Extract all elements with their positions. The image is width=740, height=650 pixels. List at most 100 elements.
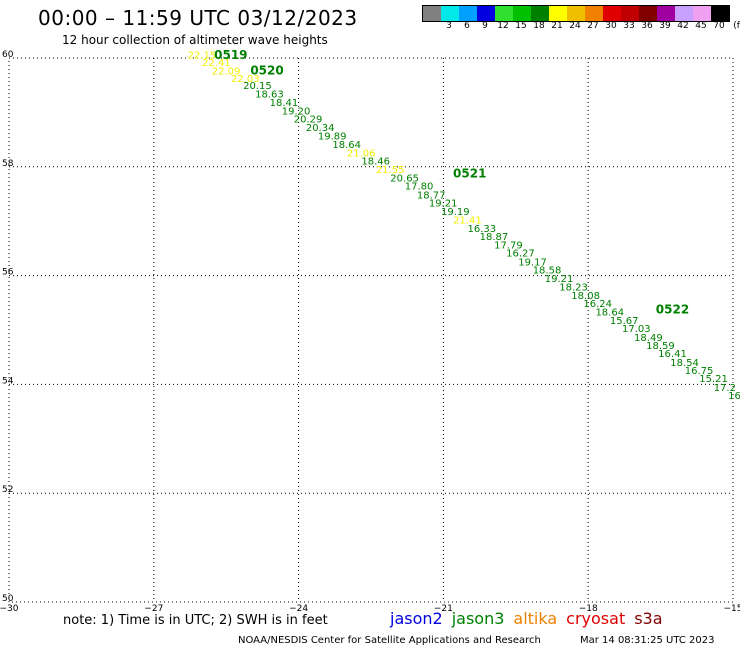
swh-value-label: 18.46 (361, 157, 390, 168)
swh-value-label: 17.03 (622, 324, 651, 335)
longitude-tick-label: −27 (144, 604, 163, 614)
color-swatch (639, 6, 657, 21)
swh-value-label: 16.75 (685, 366, 714, 377)
pass-time-label: 0521 (453, 167, 486, 181)
swh-value-label: 17.80 (405, 182, 434, 193)
longitude-tick-label: −18 (579, 604, 598, 614)
swh-value-label: 18.58 (533, 265, 562, 276)
swh-value-label: 18.77 (417, 190, 446, 201)
color-swatch (585, 6, 603, 21)
color-swatch (657, 6, 675, 21)
satellite-legend-altika: altika (513, 609, 558, 628)
color-swatch (423, 6, 441, 21)
satellite-legend-jason3: jason3 (451, 609, 505, 628)
color-swatch (441, 6, 459, 21)
swh-value-label: 21.06 (347, 148, 376, 159)
swh-track: 22.1522.4122.0922.0320.1518.6318.4119.20… (188, 51, 740, 403)
color-scale-unit: (ft) (733, 21, 740, 31)
swh-value-label: 17.79 (494, 240, 523, 251)
swh-value-label: 22.03 (231, 74, 260, 85)
swh-value-label: 18.08 (571, 291, 600, 302)
pass-time-label: 0520 (250, 63, 283, 77)
longitude-tick-label: −21 (434, 604, 453, 614)
color-scale-tick: 33 (623, 21, 635, 31)
color-scale-tick: 24 (569, 21, 581, 31)
swh-value-label: 16.41 (658, 349, 687, 360)
swh-value-label: 18.54 (670, 358, 699, 369)
color-scale-tick: 27 (587, 21, 599, 31)
wave-height-color-scale (422, 5, 730, 22)
pass-time-label: 0519 (214, 48, 247, 62)
latitude-tick-label: 50 (2, 594, 14, 604)
latitude-tick-label: 56 (2, 268, 14, 278)
color-scale-tick: 39 (659, 21, 671, 31)
satellite-legend: jason2 jason3 altika cryosat s3a (390, 609, 672, 628)
color-swatch (495, 6, 513, 21)
pass-time-label: 0522 (656, 303, 689, 317)
color-swatch (621, 6, 639, 21)
satellite-legend-s3a: s3a (634, 609, 663, 628)
color-swatch (513, 6, 531, 21)
color-scale-tick: 36 (641, 21, 653, 31)
map-grid (8, 57, 734, 603)
map-axes: −30 −27 −24 −21 −18 −15 50 52 54 56 58 60 (0, 50, 740, 614)
color-swatch (477, 6, 495, 21)
color-scale-tick: 30 (605, 21, 617, 31)
swh-value-label: 22.15 (188, 51, 217, 62)
swh-value-label: 19.21 (429, 199, 458, 210)
latitude-tick-label: 60 (2, 50, 14, 60)
swh-value-label: 20.34 (306, 123, 335, 134)
satellite-legend-jason2: jason2 (390, 609, 443, 628)
color-scale-tick: 18 (533, 21, 545, 31)
color-scale-tick: 3 (446, 21, 452, 31)
swh-value-label: 17.2 (714, 383, 736, 394)
color-swatch (603, 6, 621, 21)
footer-credit: NOAA/NESDIS Center for Satellite Applica… (238, 635, 541, 646)
swh-value-label: 22.09 (212, 66, 241, 77)
swh-value-label: 18.63 (255, 90, 284, 101)
map-frame (8, 57, 734, 603)
swh-value-label: 16.33 (468, 224, 497, 235)
latitude-tick-label: 58 (2, 159, 14, 169)
swh-value-label: 16.24 (583, 299, 612, 310)
generated-timestamp: Mar 14 08:31:25 UTC 2023 (580, 635, 715, 646)
color-scale-tick: 70 (713, 21, 725, 31)
swh-value-label: 20.29 (294, 115, 323, 126)
swh-value-label: 19.17 (518, 257, 547, 268)
longitude-tick-label: −15 (724, 604, 740, 614)
latitude-tick-label: 52 (2, 485, 13, 495)
swh-value-label: 19.19 (441, 207, 470, 218)
swh-value-label: 18.64 (595, 307, 624, 318)
swh-value-label: 20.15 (243, 81, 272, 92)
color-scale-tick: 9 (482, 21, 488, 31)
color-swatch (567, 6, 585, 21)
map-title: 00:00 – 11:59 UTC 03/12/2023 (38, 6, 358, 30)
color-scale-tick: 12 (497, 21, 509, 31)
swh-value-label: 21.55 (376, 165, 405, 176)
color-swatch (549, 6, 567, 21)
footer-note: note: 1) Time is in UTC; 2) SWH is in fe… (63, 613, 328, 628)
color-scale-tick: 45 (695, 21, 707, 31)
swh-value-label: 19.21 (545, 274, 574, 285)
color-swatch (693, 6, 711, 21)
swh-value-label: 18.64 (332, 140, 361, 151)
swh-value-label: 15.67 (610, 316, 639, 327)
swh-value-label: 20.65 (390, 173, 419, 184)
swh-value-label: 18.59 (646, 341, 675, 352)
color-scale-tick: 6 (464, 21, 470, 31)
color-scale-tick: 21 (551, 21, 563, 31)
satellite-legend-cryosat: cryosat (566, 609, 626, 628)
color-scale-tick: 15 (515, 21, 527, 31)
swh-value-label: 21.41 (453, 215, 482, 226)
swh-value-label: 18.23 (559, 282, 588, 293)
swh-value-label: 16 (728, 391, 740, 402)
swh-value-label: 22.41 (202, 58, 231, 69)
color-swatch (675, 6, 693, 21)
color-swatch (531, 6, 549, 21)
longitude-tick-label: −24 (289, 604, 308, 614)
color-scale-tick: 42 (677, 21, 689, 31)
latitude-tick-label: 54 (2, 376, 14, 386)
